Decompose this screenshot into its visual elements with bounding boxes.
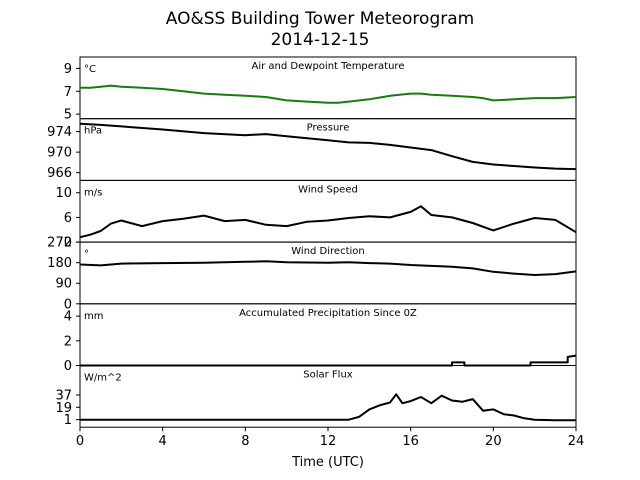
x-tick-label: 16 xyxy=(402,434,419,449)
y-tick-label: 2 xyxy=(64,334,72,349)
y-tick-label: 270 xyxy=(47,236,72,251)
y-tick-label: 4 xyxy=(64,310,72,325)
chart-title: AO&SS Building Tower Meteorogram xyxy=(166,9,474,29)
y-tick-label: 5 xyxy=(64,108,72,123)
panel-2: Pressure hPa 966 970 974 xyxy=(47,118,577,181)
x-tick-label: 4 xyxy=(159,434,167,449)
unit-label: ° xyxy=(84,249,89,260)
series-line xyxy=(79,260,577,276)
y-tick-label: 180 xyxy=(47,256,72,271)
panel-title: Air and Dewpoint Temperature xyxy=(252,61,405,72)
y-tick-label: 19 xyxy=(55,401,72,416)
x-axis-label: Time (UTC) xyxy=(291,455,364,470)
panel-stack: Air and Dewpoint Temperature °C 5 7 9 Pressur… xyxy=(47,56,585,449)
unit-label: m/s xyxy=(84,187,102,198)
unit-label: mm xyxy=(84,311,103,322)
unit-label: hPa xyxy=(84,126,102,137)
x-tick-label: 0 xyxy=(76,434,84,449)
y-tick-label: 10 xyxy=(55,186,72,201)
x-tick-label: 20 xyxy=(485,434,502,449)
chart-subtitle: 2014-12-15 xyxy=(271,30,370,50)
unit-label: °C xyxy=(84,64,96,75)
unit-label: W/m^2 xyxy=(84,373,122,384)
y-tick-label: 7 xyxy=(64,85,72,100)
y-tick-label: 9 xyxy=(64,62,72,77)
x-tick-label: 24 xyxy=(568,434,585,449)
panel-title: Solar Flux xyxy=(303,370,353,381)
x-tick-label: 8 xyxy=(241,434,249,449)
y-tick-label: 6 xyxy=(64,211,72,226)
y-tick-label: 2 xyxy=(64,236,72,251)
y-tick-label: 966 xyxy=(47,166,72,181)
panel-title: Pressure xyxy=(307,123,350,134)
panel-1: Air and Dewpoint Temperature °C 5 7 9 xyxy=(64,56,577,123)
series-line xyxy=(79,122,577,171)
series-line xyxy=(79,205,577,239)
series-line xyxy=(80,393,576,422)
y-tick-label: 970 xyxy=(47,146,72,161)
panel-title: Wind Direction xyxy=(291,246,365,257)
y-tick-label: 1 xyxy=(64,413,72,428)
panel-3: Wind Speed m/s 2 6 10 xyxy=(55,179,577,251)
series-line xyxy=(80,84,577,104)
series-line xyxy=(80,354,577,367)
panel-title: Accumulated Precipitation Since 0Z xyxy=(239,308,417,319)
y-tick-label: 90 xyxy=(55,277,72,292)
y-tick-label: 37 xyxy=(55,388,72,403)
panel-title: Wind Speed xyxy=(298,184,358,195)
y-tick-label: 974 xyxy=(47,125,72,140)
y-tick-label: 0 xyxy=(64,297,72,312)
panel-5: Accumulated Precipitation Since 0Z mm 0 2 4 xyxy=(64,303,577,374)
y-tick-label: 0 xyxy=(64,359,72,374)
panel-4: Wind Direction ° 0 90 180 270 xyxy=(47,236,577,312)
x-tick-label: 12 xyxy=(320,434,337,449)
